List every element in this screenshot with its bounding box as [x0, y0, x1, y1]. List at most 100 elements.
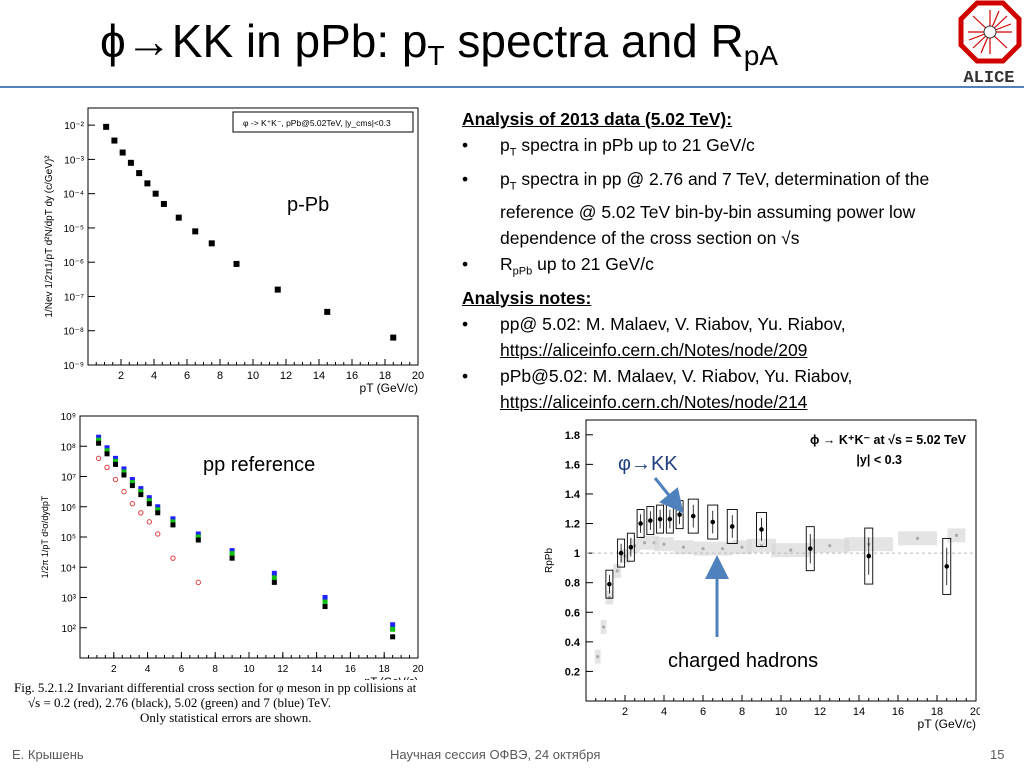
data-point-2.76 [229, 555, 235, 561]
note-pp-text: pp@ 5.02: M. Malaev, V. Riabov, Yu. Riab… [500, 313, 846, 334]
x-tick-label: 14 [313, 370, 325, 382]
y-tick-label: 10⁻⁴ [63, 190, 84, 201]
data-point-0.2 [121, 488, 127, 495]
legend-line-1: ϕ → K⁺K⁻ at √s = 5.02 TeV [810, 433, 967, 447]
notes-heading-2: Analysis notes: [462, 287, 592, 308]
phi-point [866, 553, 872, 559]
data-point-5.02 [271, 575, 277, 581]
x-tick-label: 12 [280, 370, 292, 382]
y-tick-label: 10⁻⁷ [64, 292, 84, 303]
x-tick-label: 2 [622, 706, 628, 718]
data-point-5.02 [195, 534, 201, 540]
data-point-7 [271, 570, 277, 576]
data-point-0.2 [138, 510, 144, 516]
phi-point [690, 513, 696, 519]
data-point [119, 149, 126, 156]
pp-reference-label: pp reference [203, 454, 316, 476]
data-point-0.2 [170, 555, 176, 561]
hadron-point [701, 547, 705, 551]
data-point-2.76 [390, 634, 396, 640]
x-tick-label: 16 [345, 664, 357, 675]
x-tick-label: 12 [277, 664, 289, 675]
data-point-5.02 [229, 551, 235, 557]
title-sub-pa: pA [743, 40, 779, 71]
x-tick-label: 4 [151, 370, 157, 382]
note-pp-link[interactable]: https://aliceinfo.cern.ch/Notes/node/209 [500, 339, 808, 360]
data-point-0.2 [112, 476, 119, 483]
x-axis-label: pT (GeV/c) [918, 717, 976, 731]
data-point-2.76 [155, 510, 161, 516]
data-point-7 [112, 455, 118, 461]
b2-post: spectra in pp @ 2.76 and 7 TeV, determin… [500, 168, 930, 249]
phi-point [607, 581, 612, 587]
data-point-0.2 [146, 519, 152, 525]
y-tick-label: 10⁻² [64, 121, 84, 132]
phi-syst-box [617, 538, 626, 568]
b2-sub: T [509, 180, 517, 192]
analysis-item-pt-ppb: pT spectra in pPb up to 21 GeV/c [462, 132, 1007, 166]
data-point-7 [96, 434, 102, 440]
x-tick-label: 6 [179, 664, 185, 675]
phi-point [944, 564, 950, 569]
y-axis-label: RpPb [544, 548, 555, 573]
y-tick-label: 10⁻⁶ [63, 258, 84, 269]
data-point-5.02 [96, 437, 102, 443]
data-point-2.76 [322, 604, 328, 610]
b2-pre: p [500, 168, 510, 189]
b3-pre: R [500, 254, 513, 274]
x-tick-label: 10 [775, 706, 787, 718]
plot-frame [79, 415, 419, 659]
data-point-2.76 [271, 579, 277, 585]
caption-line-1: Fig. 5.2.1.2 Invariant differential cros… [14, 680, 417, 695]
x-tick-label: 8 [217, 370, 223, 382]
data-point-2.76 [146, 501, 152, 507]
b3-post: up to 21 GeV/c [532, 254, 654, 274]
data-point [390, 334, 397, 341]
title-sub-t: T [427, 40, 445, 71]
page-number: 15 [990, 747, 1005, 762]
y-tick-label: 1.4 [565, 489, 581, 501]
note-ppb-text: pPb@5.02: M. Malaev, V. Riabov, Yu. Riab… [500, 365, 853, 386]
hadron-point [681, 545, 686, 549]
slide-title: ϕ→KK in pPb: pT spectra and RpA [100, 14, 778, 72]
y-tick-label: 1.6 [565, 459, 580, 471]
data-point-7 [104, 445, 110, 451]
phi-point [729, 524, 735, 529]
data-point-7 [155, 504, 161, 510]
title-rule [0, 86, 1024, 88]
legend-text: φ -> K⁺K⁻, pPb@5.02TeV, |y_cms|<0.3 [243, 118, 391, 128]
hadron-point [789, 548, 793, 552]
charged-hadrons-label: charged hadrons [668, 650, 819, 672]
data-point-5.02 [121, 469, 127, 475]
y-tick-label: 10⁻⁹ [63, 361, 84, 372]
phi-kk-label: φ→KK [618, 453, 678, 475]
x-tick-label: 14 [853, 706, 865, 718]
rppb-panel: 2 4 6 8 10 12 14 16 18 20 pT (GeV/c) RpPb 0.2 0.4 0.6 0… [540, 414, 982, 734]
analysis-item-rppb: RpPb up to 21 GeV/c [462, 251, 1007, 285]
data-point-2.76 [112, 461, 118, 467]
data-point-0.2 [129, 501, 136, 507]
phi-syst-box [942, 537, 952, 595]
note-ppb-link[interactable]: https://aliceinfo.cern.ch/Notes/node/214 [500, 391, 808, 412]
hadron-point [642, 541, 647, 545]
y-tick-label: 10⁷ [61, 473, 76, 484]
data-point-7 [121, 466, 127, 472]
ppb-spectrum-panel: 2 4 6 8 10 12 14 16 18 20 pT (GeV/c) 1/Nev 1/2π1/pT… [38, 100, 424, 396]
analysis-item-pt-pp: pT spectra in pp @ 2.76 and 7 TeV, deter… [462, 166, 1007, 252]
data-point-7 [195, 531, 201, 537]
y-tick-label: 0.4 [565, 637, 581, 649]
title-rest: spectra and R [444, 15, 744, 67]
x-tick-label: 14 [311, 664, 323, 675]
phi-syst-box [756, 511, 767, 547]
hadron-point [662, 542, 666, 546]
y-tick-label: 10⁸ [61, 442, 76, 453]
data-point-7 [129, 477, 135, 483]
y-tick-label: 0.8 [565, 578, 580, 590]
title-main: ϕ→KK in pPb: p [100, 15, 428, 67]
x-tick-label: 6 [700, 706, 706, 718]
y-tick-label: 1.2 [565, 519, 580, 531]
phi-point [807, 546, 813, 551]
data-point-2.76 [138, 492, 144, 498]
